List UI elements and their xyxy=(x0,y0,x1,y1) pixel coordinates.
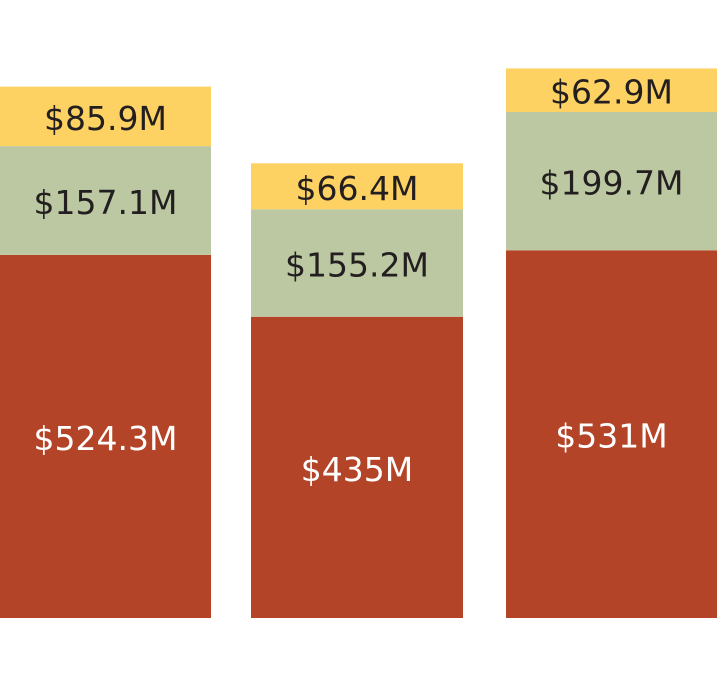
bar-segment xyxy=(251,209,463,317)
bar-segment xyxy=(251,163,463,210)
bar-segment xyxy=(506,68,717,112)
bar-segment xyxy=(506,250,717,618)
bar-segment xyxy=(0,254,211,619)
data-label: $524.3M xyxy=(34,419,178,458)
data-label: $157.1M xyxy=(34,183,178,222)
data-label: $85.9M xyxy=(44,99,167,138)
data-label: $199.7M xyxy=(540,164,684,203)
data-label: $531M xyxy=(555,417,667,456)
bar-segment xyxy=(506,111,717,251)
data-label: $62.9M xyxy=(550,73,673,112)
bar-segment xyxy=(0,86,211,147)
data-label: $435M xyxy=(301,450,413,489)
bar-segment xyxy=(251,316,463,618)
data-label: $155.2M xyxy=(285,246,429,285)
bar-segment xyxy=(0,146,211,255)
data-label: $66.4M xyxy=(296,169,419,208)
